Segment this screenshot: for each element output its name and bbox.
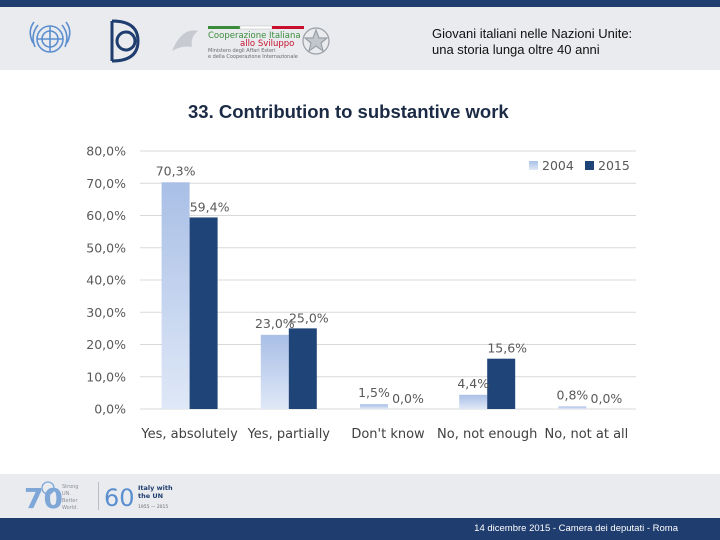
un70-text-4: World.	[62, 505, 78, 511]
header-title-line2: una storia lunga oltre 40 anni	[432, 42, 600, 57]
bar-2015	[487, 358, 516, 409]
bar-2015	[288, 328, 317, 409]
bar-2004	[360, 404, 388, 409]
data-label-2004: 23,0%	[255, 316, 295, 331]
footer-caption: 14 dicembre 2015 - Camera dei deputati -…	[474, 523, 678, 534]
data-label-2004: 1,5%	[358, 385, 390, 400]
x-tick-label: No, not at all	[545, 427, 629, 442]
footer-divider	[98, 482, 99, 510]
un70-text-1: Strong	[62, 484, 78, 490]
data-label-2004: 0,8%	[557, 387, 589, 402]
cooperazione-italiana-logo: Cooperazione Italiana allo Sviluppo Mini…	[172, 25, 330, 60]
x-tick-label: Don't know	[351, 427, 425, 442]
bottom-bar	[0, 518, 720, 540]
data-label-2015: 0,0%	[392, 391, 424, 406]
y-tick-label: 70,0%	[86, 176, 126, 191]
data-label-2004: 70,3%	[156, 163, 196, 178]
y-tick-label: 0,0%	[94, 402, 126, 417]
y-tick-label: 60,0%	[86, 208, 126, 223]
legend-label-2004: 2004	[542, 158, 574, 173]
y-axis-ticks: 0,0% 10,0% 20,0% 30,0% 40,0% 50,0% 60,0% 70,0% 8…	[86, 144, 126, 417]
italy-un-60-logo: 60 Italy with the UN 1955 — 2015	[104, 484, 173, 512]
bar-2004	[260, 334, 289, 409]
footer-band: 70 Strong UN. Better World. 60 Italy wit…	[0, 474, 720, 518]
header-band: Cooperazione Italiana allo Sviluppo Mini…	[0, 7, 720, 70]
legend-label-2015: 2015	[598, 158, 630, 173]
y-tick-label: 20,0%	[86, 337, 126, 352]
camera-deputati-logo	[110, 19, 140, 63]
cooperation-logo-line1: Cooperazione Italiana	[208, 31, 301, 41]
gridlines	[140, 150, 636, 410]
legend-swatch-2015	[585, 161, 594, 170]
italy-un-text-2: the UN	[138, 492, 163, 500]
un70-text-2: UN.	[62, 491, 71, 497]
un-emblem-logo	[29, 21, 71, 53]
slide-title: 33. Contribution to substantive work	[188, 101, 509, 122]
un70-text-3: Better	[62, 498, 79, 504]
header-title-line1: Giovani italiani nelle Nazioni Unite:	[432, 26, 633, 41]
x-tick-label: No, not enough	[437, 427, 537, 442]
header-title: Giovani italiani nelle Nazioni Unite: un…	[432, 26, 632, 58]
data-label-2015: 59,4%	[190, 199, 230, 214]
data-label-2015: 0,0%	[591, 391, 623, 406]
bar-2004	[459, 394, 488, 409]
cooperation-logo-line4: e della Cooperazione Internazionale	[208, 54, 298, 60]
x-tick-label: Yes, partially	[247, 427, 331, 442]
y-tick-label: 10,0%	[86, 369, 126, 384]
cooperation-logo-line2: allo Sviluppo	[240, 39, 294, 49]
x-tick-label: Yes, absolutely	[140, 427, 238, 442]
bars	[161, 182, 587, 409]
legend-swatch-2004	[529, 161, 538, 170]
bar-2004	[161, 182, 190, 409]
chart-legend: 2004 2015	[529, 158, 630, 173]
bar-2015	[189, 217, 218, 409]
data-label-2015: 25,0%	[289, 310, 329, 325]
italy-un-number: 60	[104, 484, 135, 512]
top-bar	[0, 0, 720, 7]
y-tick-label: 30,0%	[86, 305, 126, 320]
cooperation-logo-line3: Ministero degli Affari Esteri	[208, 48, 276, 54]
un70-number: 70	[24, 482, 63, 515]
data-label-2004: 4,4%	[457, 376, 489, 391]
un70-logo: 70 Strong UN. Better World.	[24, 481, 79, 515]
x-axis-ticks: Yes, absolutely Yes, partially Don't know N…	[140, 427, 628, 442]
italy-un-text-1: Italy with	[138, 484, 173, 492]
data-labels: 70,3%59,4%23,0%25,0%1,5% 0,0%4,4%15,6%0,8…	[156, 163, 623, 406]
y-tick-label: 40,0%	[86, 273, 126, 288]
y-tick-label: 50,0%	[86, 240, 126, 255]
bar-2004	[558, 406, 587, 409]
y-tick-label: 80,0%	[86, 144, 126, 159]
data-label-2015: 15,6%	[487, 341, 527, 356]
bar-chart: 0,0% 10,0% 20,0% 30,0% 40,0% 50,0% 60,0% 70,0% 8…	[86, 144, 636, 442]
italy-un-years: 1955 — 2015	[138, 504, 168, 510]
